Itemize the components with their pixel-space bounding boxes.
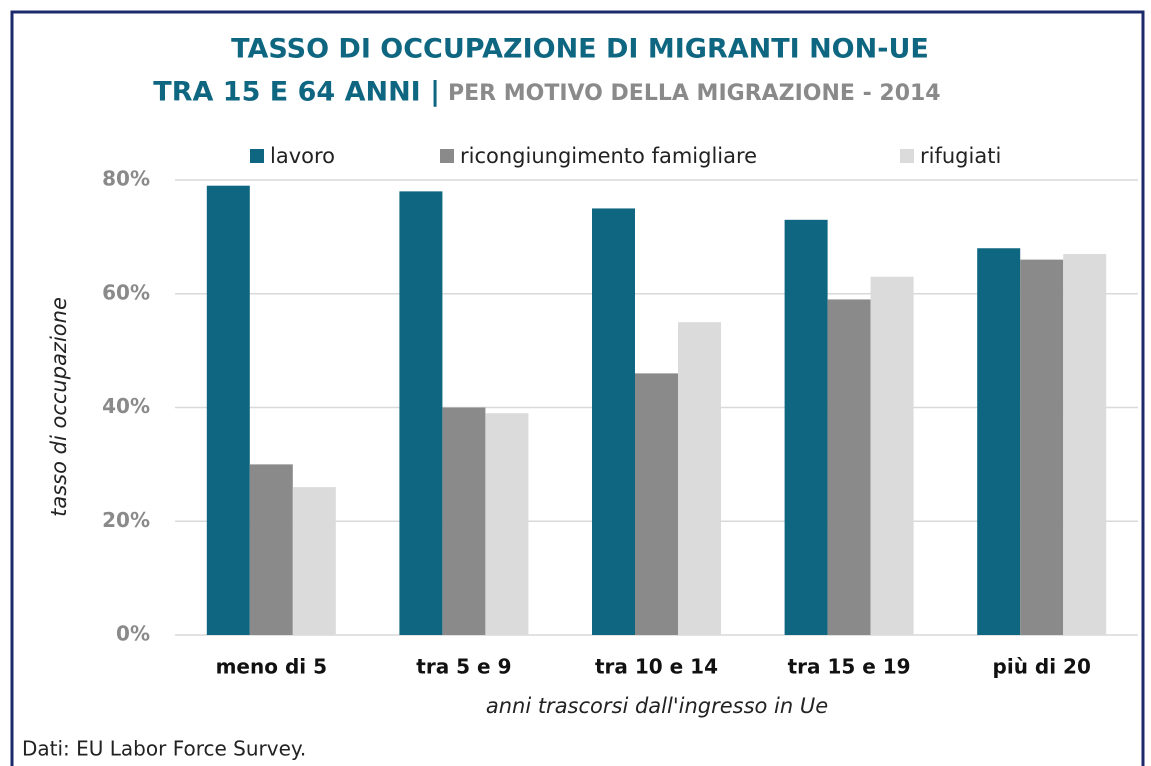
chart-subtitle: PER MOTIVO DELLA MIGRAZIONE - 2014: [448, 81, 941, 106]
bar: [206, 185, 250, 635]
y-axis-label: tasso di occupazione: [47, 297, 71, 517]
x-axis-label: anni trascorsi dall'ingresso in Ue: [486, 694, 828, 718]
bar: [784, 219, 828, 635]
bar: [827, 299, 871, 635]
x-tick-label: tra 10 e 14: [595, 655, 718, 679]
chart-title: TRA 15 E 64 ANNI |: [153, 77, 440, 108]
legend-swatch: [440, 149, 454, 163]
x-tick-label: tra 5 e 9: [416, 655, 511, 679]
bar: [442, 407, 486, 635]
bar: [249, 464, 293, 635]
y-tick-label: 0%: [116, 622, 150, 646]
bar: [399, 191, 443, 635]
legend-swatch: [250, 149, 264, 163]
legend-swatch: [900, 149, 914, 163]
y-tick-label: 60%: [102, 280, 150, 304]
y-tick-label: 40%: [102, 394, 150, 418]
x-tick-label: più di 20: [993, 655, 1091, 679]
legend-label: ricongiungimento famigliare: [460, 144, 757, 168]
source-note: Dati: EU Labor Force Survey.: [22, 737, 306, 761]
y-tick-label: 20%: [102, 508, 150, 532]
x-tick-label: tra 15 e 19: [788, 655, 911, 679]
chart-title: TASSO DI OCCUPAZIONE DI MIGRANTI NON-UE: [231, 34, 929, 65]
bar: [1063, 253, 1107, 635]
bar: [977, 248, 1021, 635]
y-tick-label: 80%: [102, 167, 150, 191]
bar: [1020, 259, 1064, 635]
bar: [678, 322, 721, 635]
bar: [635, 373, 678, 635]
bar: [485, 413, 529, 635]
bar: [870, 276, 914, 635]
frame: [10, 10, 1145, 766]
bar: [292, 487, 336, 635]
legend-label: rifugiati: [920, 144, 1001, 168]
legend-label: lavoro: [270, 144, 335, 168]
x-tick-label: meno di 5: [216, 655, 327, 679]
bar: [592, 208, 635, 635]
